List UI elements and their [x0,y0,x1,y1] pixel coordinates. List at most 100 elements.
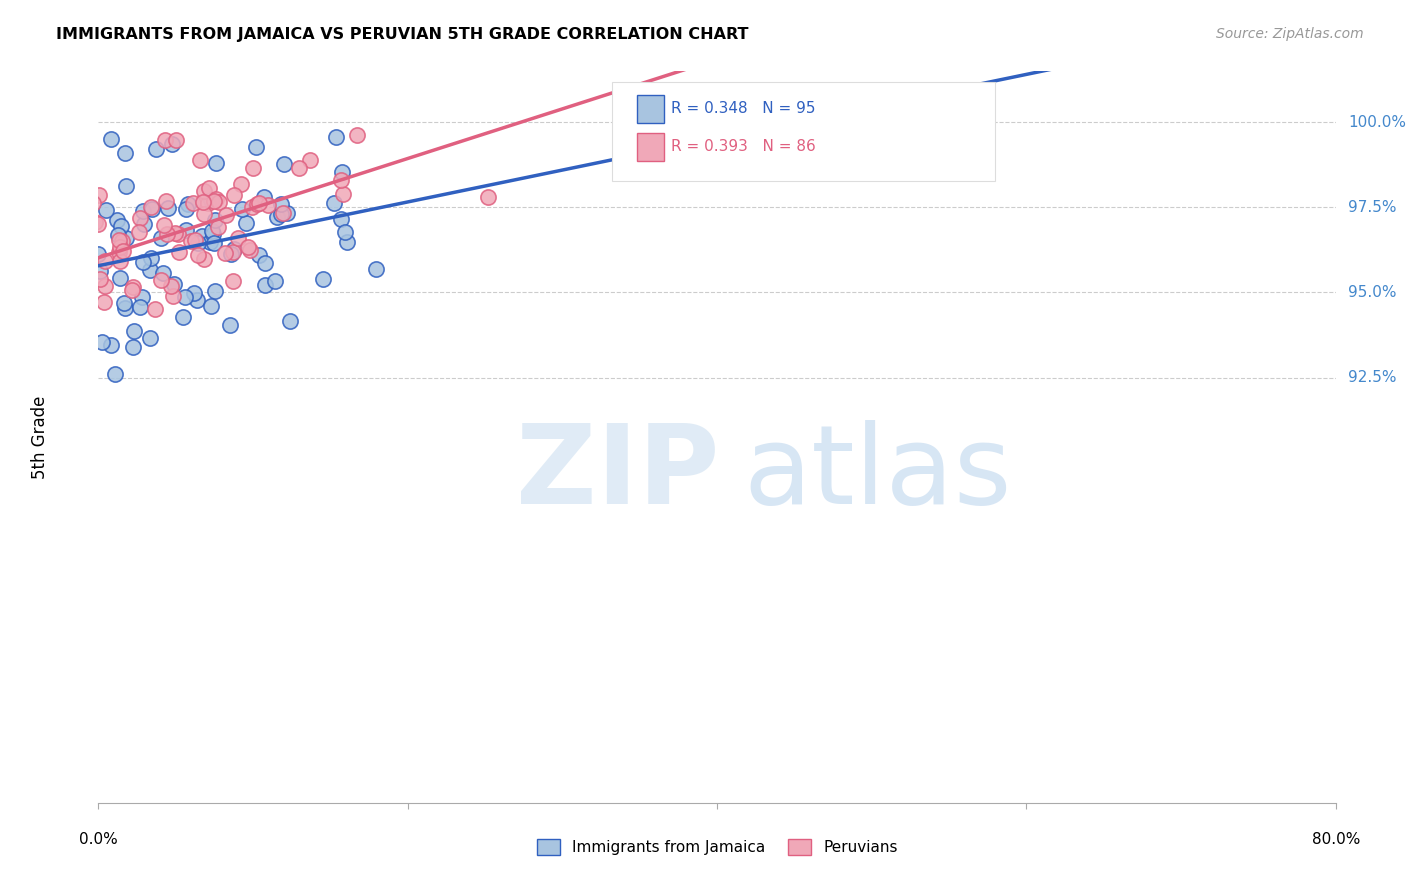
Point [163,277,186,292]
Point [288,161,311,176]
Point [174,290,197,304]
Point [145,141,167,155]
Point [346,128,368,142]
Point [122,324,145,338]
Bar [637,95,664,122]
Point [44,277,66,292]
Point [100,132,122,146]
Point [208,194,231,209]
Point [163,226,186,240]
Point [100,338,122,352]
Point [160,136,183,151]
Point [165,132,187,146]
Point [222,187,245,202]
Point [242,161,264,175]
Point [94,203,117,218]
Point [201,227,224,241]
Point [278,314,301,328]
Point [311,271,333,285]
Point [174,223,197,237]
Point [181,195,204,210]
Text: IMMIGRANTS FROM JAMAICA VS PERUVIAN 5TH GRADE CORRELATION CHART: IMMIGRANTS FROM JAMAICA VS PERUVIAN 5TH … [56,27,749,42]
Point [108,245,131,260]
Point [10,210,32,224]
Point [191,229,214,244]
Point [122,340,145,354]
FancyBboxPatch shape [612,82,995,181]
Point [11,285,34,300]
Text: 92.5%: 92.5% [1348,370,1396,385]
Point [221,246,243,260]
Point [122,279,145,293]
Point [87,217,110,231]
Point [215,208,238,222]
Point [257,197,280,211]
Point [141,202,163,216]
Point [200,299,222,313]
Point [141,252,163,266]
Point [11,277,34,291]
Point [156,227,179,242]
Point [110,219,132,234]
Point [204,284,226,298]
Point [0,300,13,314]
Point [167,227,190,241]
Point [197,195,219,210]
Point [82,196,104,211]
Point [270,197,292,211]
Point [87,247,110,261]
Point [108,271,131,285]
Point [193,184,215,198]
Point [32,272,55,286]
Point [35,338,58,352]
Text: 100.0%: 100.0% [1348,115,1406,130]
Point [231,202,253,216]
Point [270,207,292,221]
Point [45,241,67,255]
Point [477,190,499,204]
Point [132,204,155,219]
Point [94,253,117,268]
Point [187,236,209,251]
Point [201,224,224,238]
Point [89,187,111,202]
Point [149,230,172,244]
Point [66,229,89,244]
Point [245,140,267,154]
Point [112,296,135,310]
Point [27,277,49,291]
Point [156,201,179,215]
Legend: Immigrants from Jamaica, Peruvians: Immigrants from Jamaica, Peruvians [530,833,904,861]
Point [83,215,105,229]
Point [44,190,66,204]
Point [263,274,285,288]
Point [32,359,55,374]
Point [108,254,131,268]
Point [188,153,211,168]
Point [114,146,136,161]
Point [21,245,44,260]
Bar [637,133,664,161]
Point [224,243,246,257]
Point [27,270,49,285]
Point [333,226,356,240]
Point [177,197,200,211]
Text: Source: ZipAtlas.com: Source: ZipAtlas.com [1216,27,1364,41]
Point [273,157,295,171]
Point [114,301,136,315]
Text: R = 0.348   N = 95: R = 0.348 N = 95 [671,101,815,116]
Point [58,218,80,232]
Point [108,233,131,247]
Point [205,156,228,170]
Text: 5th Grade: 5th Grade [31,395,49,479]
Point [329,211,352,226]
Point [235,216,257,230]
Point [115,179,138,194]
Point [336,235,359,249]
Point [77,105,100,120]
Point [198,235,221,249]
Point [187,247,209,261]
Point [193,207,215,221]
Point [193,252,215,266]
Text: 0.0%: 0.0% [79,832,118,847]
